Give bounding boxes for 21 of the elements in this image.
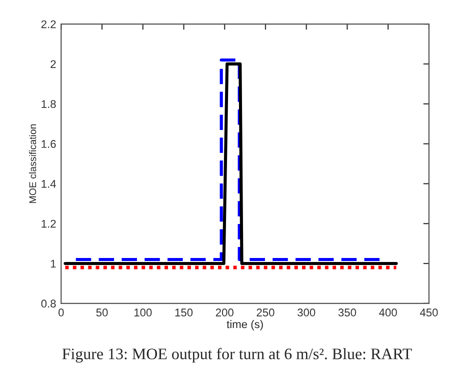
x-tick-label: 100 [134, 308, 152, 316]
x-axis-title: time (s) [226, 320, 263, 330]
x-tick-label: 300 [298, 308, 316, 316]
x-tick-label: 250 [256, 308, 274, 316]
caption: Figure 13: MOE output for turn at 6 m/s². Blue: RART [62, 348, 412, 363]
x-tick-label: 0 [58, 308, 64, 316]
y-tick-label: 1 [50, 260, 56, 268]
y-tick-label: 1.4 [42, 180, 56, 188]
x-tick-label: 50 [96, 308, 108, 316]
x-tick-label: 150 [175, 308, 193, 316]
y-axis-title: MOE classification [29, 124, 36, 203]
y-tick-label: 2.2 [41, 20, 56, 28]
x-tick-label: 400 [379, 308, 397, 316]
y-tick-label: 0.8 [41, 300, 56, 308]
x-tick-label: 200 [216, 308, 234, 316]
y-tick-label: 1.8 [42, 100, 56, 108]
y-tick-label: 1.2 [42, 220, 56, 228]
y-tick-label: 1.6 [42, 140, 56, 148]
x-tick-label: 450 [420, 308, 438, 316]
y-tick-label: 2 [50, 60, 56, 68]
x-tick-label: 350 [338, 308, 356, 316]
